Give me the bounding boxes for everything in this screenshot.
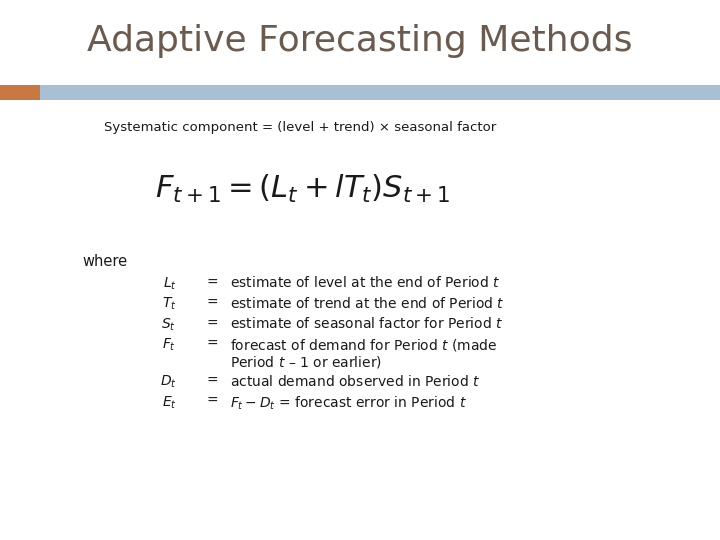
Text: $L_t$: $L_t$ [163,275,176,292]
Text: $D_t$: $D_t$ [160,374,176,390]
Text: $S_t$: $S_t$ [161,316,176,333]
Text: $T_t$: $T_t$ [162,296,176,312]
Text: where: where [83,254,128,269]
Text: estimate of seasonal factor for Period $t$: estimate of seasonal factor for Period $… [230,316,504,332]
Text: Adaptive Forecasting Methods: Adaptive Forecasting Methods [87,24,633,58]
Text: $F_t - D_t$ = forecast error in Period $t$: $F_t - D_t$ = forecast error in Period $… [230,394,467,411]
Text: $F_t$: $F_t$ [162,337,176,353]
Text: actual demand observed in Period $t$: actual demand observed in Period $t$ [230,374,481,389]
Text: =: = [207,316,218,330]
Text: forecast of demand for Period $t$ (made: forecast of demand for Period $t$ (made [230,337,498,353]
Text: =: = [207,275,218,289]
Text: $E_t$: $E_t$ [161,394,176,410]
Text: Systematic component = (level + trend) × seasonal factor: Systematic component = (level + trend) ×… [104,122,497,134]
Text: =: = [207,296,218,310]
Text: =: = [207,337,218,351]
Text: estimate of level at the end of Period $t$: estimate of level at the end of Period $… [230,275,501,291]
Text: $F_{t+1} = (L_t + lT_t)S_{t+1}$: $F_{t+1} = (L_t + lT_t)S_{t+1}$ [155,173,450,205]
Text: estimate of trend at the end of Period $t$: estimate of trend at the end of Period $… [230,296,505,311]
Text: Period $t$ – 1 or earlier): Period $t$ – 1 or earlier) [230,354,382,370]
Text: =: = [207,374,218,388]
Bar [40,85,720,100]
Bar [0,85,40,100]
Text: =: = [207,394,218,408]
